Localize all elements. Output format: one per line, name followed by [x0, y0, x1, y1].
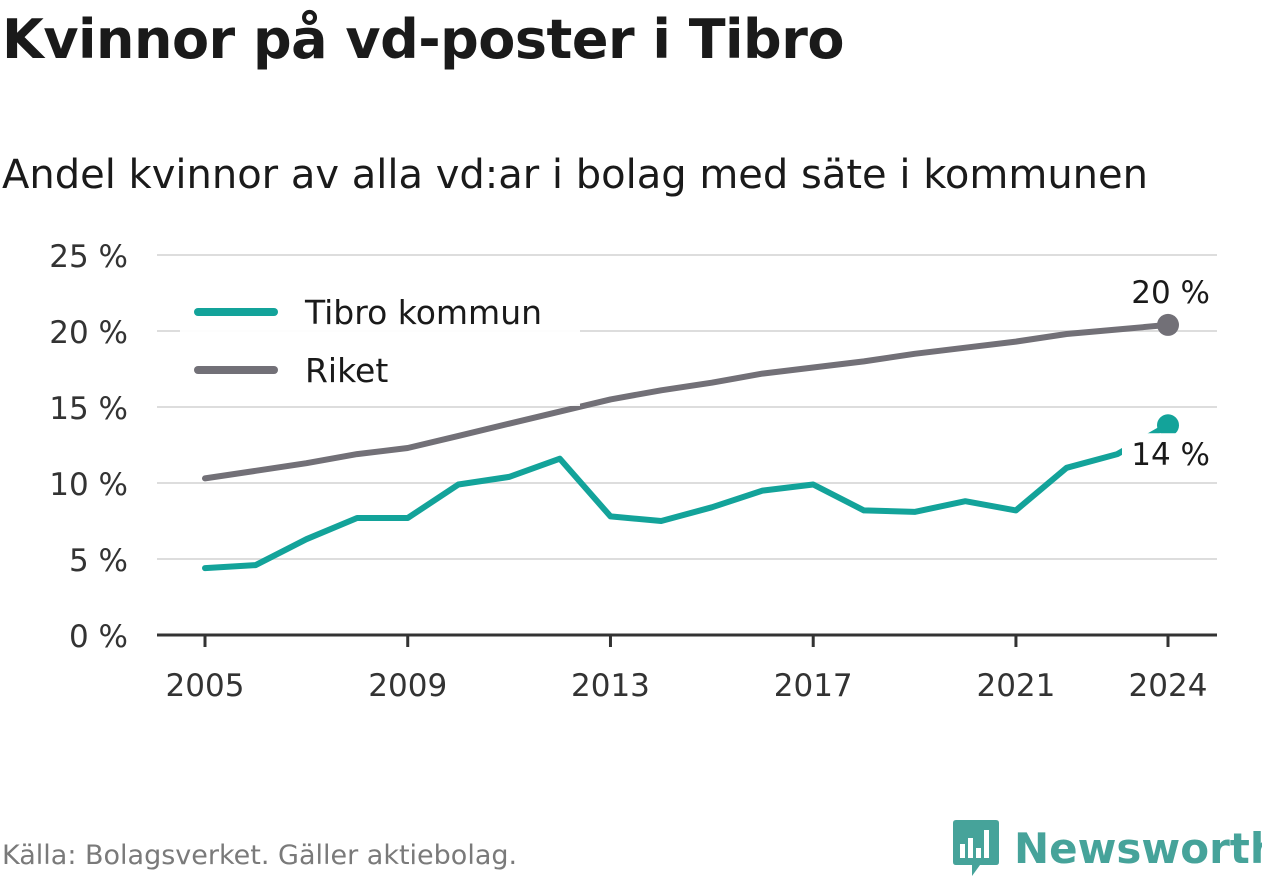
y-tick-label: 0 % [69, 619, 128, 655]
y-tick-label: 10 % [49, 467, 128, 503]
series-line-riket [202, 321, 1171, 482]
chart-title: Kvinnor på vd-poster i Tibro [2, 8, 844, 71]
x-tick-label: 2005 [166, 668, 245, 704]
line-chart: 0 %5 %10 %15 %20 %25 % 2005 2009 2013 2017 2… [49, 239, 1217, 704]
legend: Tibro kommun Riket [180, 288, 580, 406]
y-tick-label: 15 % [49, 391, 128, 427]
x-axis-ticks: 2005 2009 2013 2017 2021 2024 [166, 635, 1208, 704]
y-axis-ticks: 0 % 5 % 10 % 15 % 20 % 25 % [49, 239, 128, 655]
legend-label: Tibro kommun [304, 293, 542, 332]
legend-label: Riket [305, 351, 388, 390]
series-lines [202, 313, 1179, 572]
newsworthy-logo-icon [953, 820, 999, 876]
legend-background [180, 288, 580, 406]
end-label-riket: 20 % [1131, 275, 1210, 311]
series-line-tibro-kommun [202, 422, 1171, 572]
brand-logo: Newsworthy [952, 818, 1262, 878]
y-tick-label: 20 % [49, 315, 128, 351]
x-tick-label: 2024 [1129, 668, 1208, 704]
chart-subtitle: Andel kvinnor av alla vd:ar i bolag med … [2, 152, 1148, 198]
series-end-point [1157, 414, 1179, 437]
source-note: Källa: Bolagsverket. Gäller aktiebolag. [2, 840, 518, 871]
x-tick-label: 2013 [571, 668, 650, 704]
brand-name: Newsworthy [1014, 823, 1262, 873]
x-tick-label: 2021 [976, 668, 1055, 704]
end-label-tibro: 14 % [1131, 437, 1210, 473]
y-tick-label: 25 % [49, 239, 128, 275]
x-tick-label: 2009 [368, 668, 447, 704]
end-labels: 20 % 14 % [1122, 275, 1214, 474]
x-tick-label: 2017 [774, 668, 853, 704]
series-end-point [1157, 313, 1179, 336]
y-tick-label: 5 % [69, 543, 128, 579]
end-label-background [1122, 433, 1214, 474]
